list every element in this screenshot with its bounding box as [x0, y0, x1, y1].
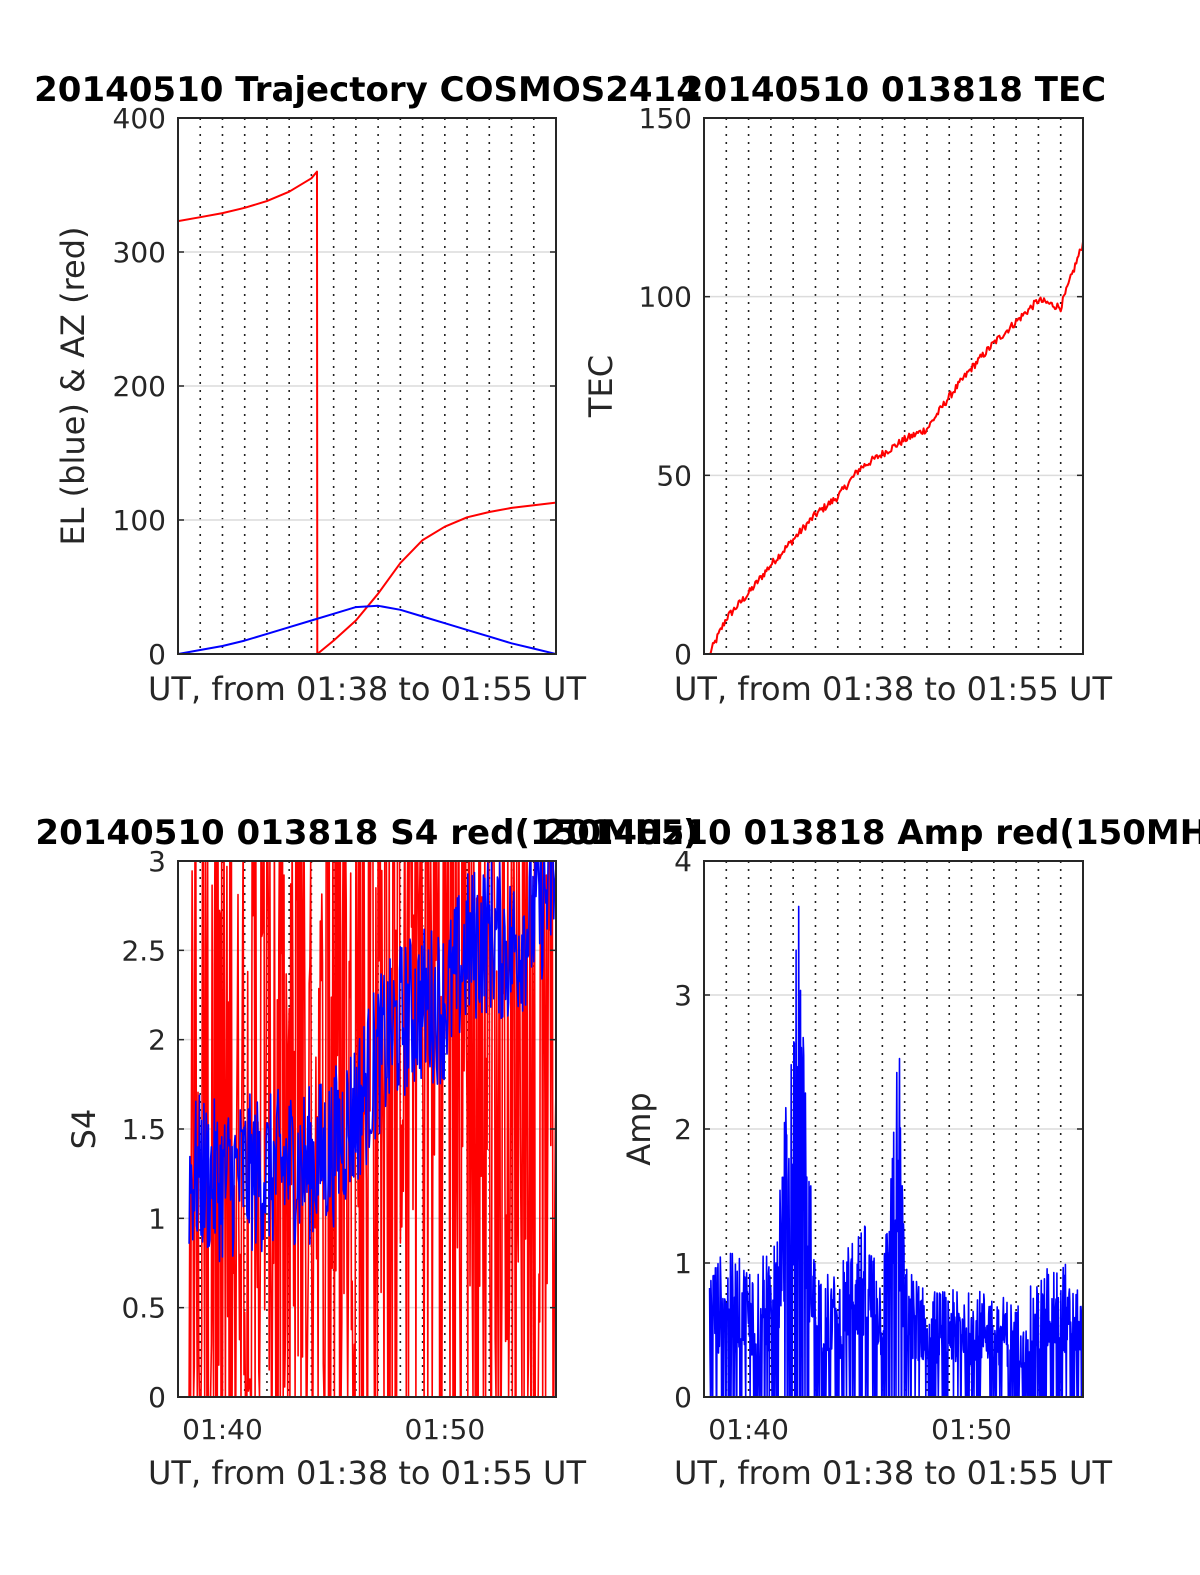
p4-ytick-label: 0 — [674, 1381, 692, 1414]
p4-series-0-line — [708, 905, 1083, 1397]
p4-ytick-label: 3 — [674, 979, 692, 1012]
p4-ytick-label: 4 — [674, 845, 692, 878]
p1-data — [178, 170, 556, 654]
p2-grid — [704, 118, 1083, 654]
p3-ytick-label: 1 — [148, 1202, 166, 1235]
p3-title: 20140510 013818 S4 red(150MHz) — [35, 813, 698, 853]
p2-title: 20140510 013818 TEC — [680, 70, 1106, 110]
p3-series-1-line — [188, 861, 556, 1263]
panel-trajectory: 0 100 200 300 400 20140510 Trajectory COSMOS… — [34, 70, 700, 708]
p2-ytick-label: 100 — [639, 281, 692, 314]
p2-series-0-line — [709, 241, 1083, 654]
p4-xlabel: UT, from 01:38 to 01:55 UT — [674, 1454, 1112, 1492]
p4-ytick-label: 1 — [674, 1247, 692, 1280]
p1-series-0-line — [178, 170, 556, 654]
p4-data — [708, 905, 1083, 1397]
p2-data — [709, 241, 1083, 654]
p1-xlabel: UT, from 01:38 to 01:55 UT — [148, 670, 586, 708]
p2-xlabel: UT, from 01:38 to 01:55 UT — [674, 670, 1112, 708]
p3-ytick-label: 0 — [148, 1381, 166, 1414]
p3-data — [188, 861, 556, 1397]
p1-grid — [178, 118, 556, 654]
p3-ytick-label: 1.5 — [121, 1113, 166, 1146]
p3-xtick-label: 01:40 — [182, 1413, 263, 1446]
p3-ticks: 0 0.5 1 1.5 2 2.5 3 01:40 01:50 — [121, 845, 556, 1446]
panel-s4: 0 0.5 1 1.5 2 2.5 3 01:40 01:50 20140510 013818 … — [35, 813, 698, 1492]
p2-ytick-label: 0 — [674, 638, 692, 671]
p2-axes-box — [703, 117, 1084, 655]
p4-ytick-label: 2 — [674, 1113, 692, 1146]
p1-ytick-label: 400 — [113, 102, 166, 135]
p1-title: 20140510 Trajectory COSMOS2414 — [34, 70, 700, 110]
p4-xtick-label: 01:40 — [708, 1413, 789, 1446]
p3-ytick-label: 2 — [148, 1024, 166, 1057]
p1-ytick-label: 200 — [113, 370, 166, 403]
p2-ytick-label: 50 — [656, 459, 692, 492]
p3-ytick-label: 2.5 — [121, 934, 166, 967]
panel-tec: 0 50 100 150 20140510 013818 TEC UT, from 0… — [582, 70, 1112, 708]
p1-ytick-label: 0 — [148, 638, 166, 671]
p1-ylabel: EL (blue) & AZ (red) — [54, 226, 92, 545]
p1-ytick-label: 300 — [113, 236, 166, 269]
p4-grid — [704, 861, 1083, 1397]
p4-ylabel: Amp — [620, 1092, 658, 1165]
p1-ticks: 0 100 200 300 400 — [113, 102, 556, 671]
p3-series-0-line — [188, 861, 556, 1397]
p1-series-1-line — [178, 604, 556, 654]
p2-ylabel: TEC — [582, 355, 620, 418]
p3-xtick-label: 01:50 — [404, 1413, 485, 1446]
p3-ytick-label: 0.5 — [121, 1292, 166, 1325]
p3-xlabel: UT, from 01:38 to 01:55 UT — [148, 1454, 586, 1492]
p3-ytick-label: 3 — [148, 845, 166, 878]
panel-amp: 0 1 2 3 4 01:40 01:50 20140510 013818 Amp red(… — [542, 813, 1200, 1492]
p3-ylabel: S4 — [65, 1109, 103, 1150]
p2-ytick-label: 150 — [639, 102, 692, 135]
p4-title: 20140510 013818 Amp red(150MHz) — [542, 813, 1200, 853]
p4-ticks: 0 1 2 3 4 01:40 01:50 — [674, 845, 1083, 1446]
p2-ticks: 0 50 100 150 — [639, 102, 1083, 671]
p1-ytick-label: 100 — [113, 504, 166, 537]
p4-xtick-label: 01:50 — [931, 1413, 1012, 1446]
